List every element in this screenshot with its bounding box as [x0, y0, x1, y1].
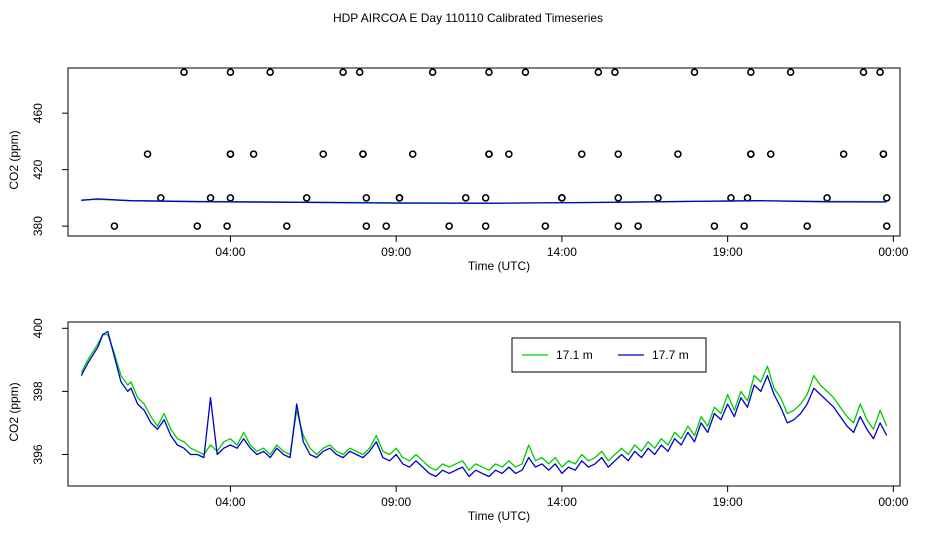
legend-label: 17.7 m [652, 348, 689, 362]
x-tick-label: 14:00 [547, 495, 577, 509]
data-point [481, 222, 490, 230]
panel-bottom: 04:00 09:00 14:00 19:00 00:00 396 398 400 Time (… [7, 318, 909, 523]
y-tick-label: 460 [31, 103, 45, 123]
data-point [143, 150, 152, 158]
data-point [110, 222, 119, 230]
data-point [674, 150, 682, 158]
data-point [355, 68, 364, 77]
data-point [614, 194, 623, 202]
data-point [577, 150, 586, 158]
data-point [302, 194, 311, 202]
data-point [461, 194, 470, 202]
data-point [654, 194, 662, 202]
data-point [395, 194, 404, 202]
data-point [226, 150, 235, 158]
data-point [803, 222, 811, 230]
x-tick-label: 09:00 [381, 495, 411, 509]
data-point [481, 194, 490, 202]
data-point [634, 222, 642, 230]
data-point [319, 150, 328, 158]
data-point [408, 150, 417, 158]
data-point [206, 194, 215, 202]
data-point [727, 194, 735, 202]
data-point [223, 222, 231, 230]
plot-area [81, 68, 891, 230]
data-point [521, 68, 530, 77]
data-point [282, 222, 291, 230]
data-point [747, 68, 755, 77]
data-point [876, 68, 884, 77]
data-point [839, 150, 848, 158]
data-point [710, 222, 719, 230]
data-point [505, 150, 513, 158]
data-point [882, 222, 891, 230]
data-point [766, 150, 775, 158]
data-point [249, 150, 258, 158]
data-point [157, 194, 165, 202]
data-point [823, 194, 831, 202]
plot-frame [67, 321, 901, 487]
y-tick-label: 420 [31, 159, 45, 179]
data-point [743, 194, 752, 202]
data-point [226, 68, 235, 77]
data-point [859, 68, 868, 77]
panel-top: 04:00 09:00 14:00 19:00 00:00 380 420 460 Time (… [7, 67, 909, 273]
x-tick-label: 00:00 [878, 495, 908, 509]
plot-area [80, 330, 888, 478]
data-point [611, 68, 619, 77]
x-tick-label: 19:00 [713, 495, 743, 509]
series-line-2 [81, 198, 887, 204]
x-tick-label: 04:00 [215, 245, 245, 259]
data-point [485, 150, 493, 158]
y-axis-label: CO2 (ppm) [7, 130, 21, 189]
legend-box [511, 337, 707, 373]
x-tick-label: 09:00 [381, 245, 411, 259]
data-point [614, 150, 623, 158]
x-tick-label: 00:00 [878, 245, 908, 259]
data-point [786, 68, 795, 77]
data-point [193, 222, 202, 230]
x-axis-label: Time (UTC) [468, 259, 530, 273]
data-point [882, 194, 891, 202]
data-point [879, 150, 888, 158]
data-point [428, 68, 437, 77]
plot-frame [67, 67, 901, 237]
data-point [541, 222, 550, 230]
data-point [445, 222, 453, 230]
figure-title: HDP AIRCOA E Day 110110 Calibrated Times… [333, 11, 603, 25]
y-tick-label: 398 [31, 381, 45, 401]
data-point [180, 68, 188, 77]
series-line-0 [80, 333, 888, 471]
data-point [266, 68, 274, 77]
x-tick-label: 19:00 [713, 245, 743, 259]
series-line-1 [80, 330, 888, 478]
data-point [614, 222, 623, 230]
y-tick-label: 400 [31, 318, 45, 338]
data-point [740, 222, 749, 230]
y-tick-label: 396 [31, 444, 45, 464]
data-point [558, 194, 566, 202]
data-point [339, 68, 347, 77]
y-axis-label: CO2 (ppm) [7, 382, 21, 441]
data-point [226, 194, 235, 202]
y-tick-label: 380 [31, 216, 45, 236]
legend-label: 17.1 m [556, 348, 593, 362]
x-tick-label: 14:00 [547, 245, 577, 259]
x-tick-label: 04:00 [215, 495, 245, 509]
x-axis-label: Time (UTC) [468, 509, 530, 523]
data-point [485, 68, 493, 77]
data-point [747, 150, 755, 158]
data-point [594, 68, 603, 77]
data-point [382, 222, 391, 230]
data-point [362, 194, 371, 202]
data-point [690, 68, 699, 77]
data-point [359, 150, 367, 158]
data-point [362, 222, 371, 230]
